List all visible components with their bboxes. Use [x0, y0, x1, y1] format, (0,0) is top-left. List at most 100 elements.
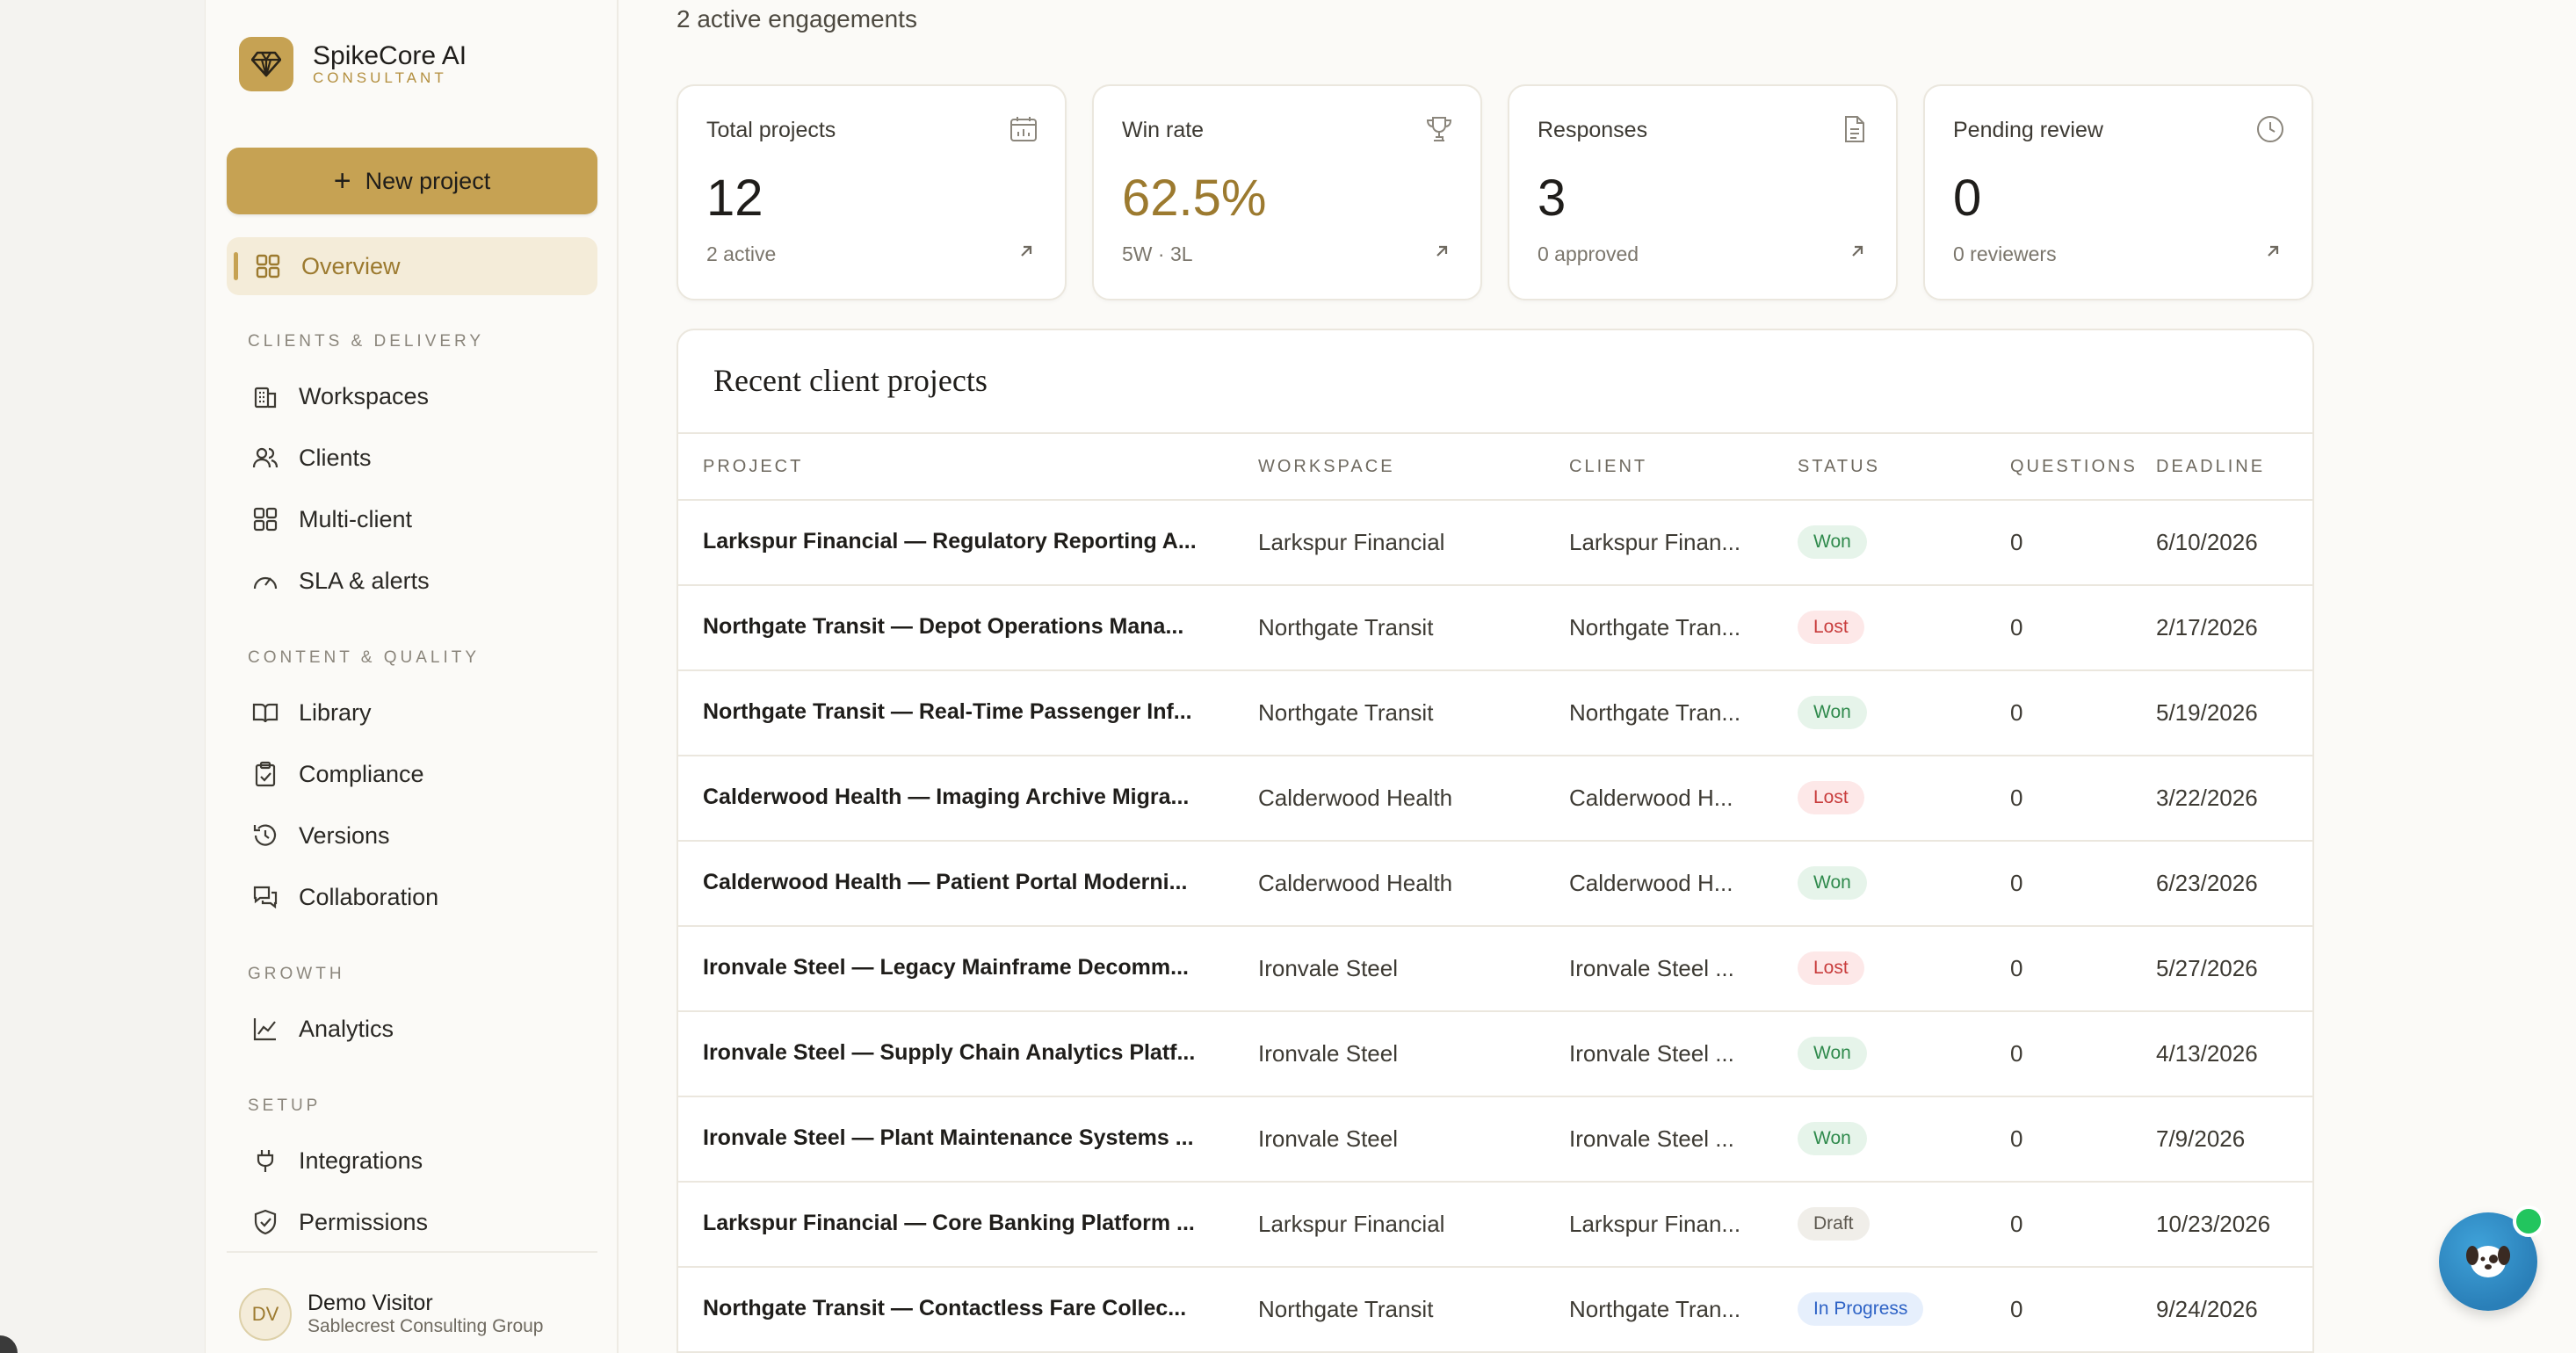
sidebar-item-label: Workspaces — [299, 382, 430, 409]
stat-label: Total projects — [706, 118, 836, 142]
table-row[interactable]: Larkspur Financial — Regulatory Reportin… — [678, 501, 2312, 586]
project-name[interactable]: Ironvale Steel — Plant Maintenance Syste… — [703, 1125, 1194, 1150]
diamond-logo-icon — [239, 37, 293, 91]
page-subtitle: 2 active engagements — [677, 5, 917, 33]
question-count: 0 — [2010, 699, 2023, 726]
table-row[interactable]: Ironvale Steel — Plant Maintenance Syste… — [678, 1097, 2312, 1183]
status-badge: Won — [1798, 525, 1867, 559]
deadline-date: 10/23/2026 — [2156, 1211, 2271, 1237]
project-name[interactable]: Calderwood Health — Patient Portal Moder… — [703, 870, 1188, 894]
sidebar-item-clients[interactable]: Clients — [227, 432, 597, 483]
section-title-setup: SETUP — [248, 1096, 322, 1115]
sidebar-item-overview[interactable]: Overview — [227, 237, 597, 295]
arrow-up-right-icon[interactable] — [1017, 242, 1035, 264]
column-header-questions[interactable]: QUESTIONS — [2010, 457, 2138, 476]
clock-icon — [2255, 114, 2285, 148]
question-count: 0 — [2010, 955, 2023, 981]
building-icon — [251, 382, 279, 410]
sidebar-item-workspaces[interactable]: Workspaces — [227, 371, 597, 422]
table-row[interactable]: Larkspur Financial — Core Banking Platfo… — [678, 1183, 2312, 1268]
online-status-dot — [2513, 1205, 2544, 1237]
table-row[interactable]: Calderwood Health — Patient Portal Moder… — [678, 842, 2312, 927]
sidebar-item-label: Multi-client — [299, 505, 413, 532]
table-row[interactable]: Northgate Transit — Contactless Fare Col… — [678, 1268, 2312, 1353]
project-name[interactable]: Larkspur Financial — Core Banking Platfo… — [703, 1211, 1195, 1235]
project-name[interactable]: Calderwood Health — Imaging Archive Migr… — [703, 785, 1190, 809]
stat-card-win-rate[interactable]: Win rate 62.5% 5W · 3L — [1092, 84, 1482, 300]
client-name: Larkspur Finan... — [1569, 1211, 1741, 1237]
stat-card-responses[interactable]: Responses 3 0 approved — [1508, 84, 1898, 300]
column-header-deadline[interactable]: DEADLINE — [2156, 457, 2266, 476]
table-row[interactable]: Ironvale Steel — Supply Chain Analytics … — [678, 1012, 2312, 1097]
sidebar-item-collaboration[interactable]: Collaboration — [227, 872, 597, 922]
sidebar-item-label: Permissions — [299, 1208, 429, 1235]
project-name[interactable]: Ironvale Steel — Supply Chain Analytics … — [703, 1040, 1196, 1065]
user-profile[interactable]: DV Demo Visitor Sablecrest Consulting Gr… — [239, 1288, 543, 1341]
workspace-name: Northgate Transit — [1258, 1296, 1434, 1322]
stat-foot: 2 active — [706, 242, 777, 265]
project-name[interactable]: Northgate Transit — Real-Time Passenger … — [703, 699, 1192, 724]
project-name[interactable]: Northgate Transit — Depot Operations Man… — [703, 614, 1184, 639]
sidebar-item-permissions[interactable]: Permissions — [227, 1197, 597, 1248]
sidebar-item-versions[interactable]: Versions — [227, 810, 597, 861]
arrow-up-right-icon[interactable] — [2264, 242, 2282, 264]
workspace-name: Larkspur Financial — [1258, 1211, 1445, 1237]
project-name[interactable]: Ironvale Steel — Legacy Mainframe Decomm… — [703, 955, 1189, 980]
left-gutter — [0, 0, 206, 1353]
sidebar-item-integrations[interactable]: Integrations — [227, 1135, 597, 1186]
arrow-up-right-icon[interactable] — [1849, 242, 1866, 264]
sidebar-item-multi-client[interactable]: Multi-client — [227, 494, 597, 545]
table-row[interactable]: Calderwood Health — Imaging Archive Migr… — [678, 756, 2312, 842]
deadline-date: 2/17/2026 — [2156, 614, 2258, 640]
stat-label: Pending review — [1953, 118, 2103, 142]
sidebar-item-library[interactable]: Library — [227, 687, 597, 738]
column-header-status[interactable]: STATUS — [1798, 457, 1880, 476]
new-project-button[interactable]: + New project — [227, 148, 597, 214]
deadline-date: 4/13/2026 — [2156, 1040, 2258, 1067]
sidebar: SpikeCore AI CONSULTANT + New project Ov… — [206, 0, 619, 1353]
book-open-icon — [251, 698, 279, 727]
calendar-chart-icon — [1009, 114, 1038, 148]
table-row[interactable]: Northgate Transit — Depot Operations Man… — [678, 586, 2312, 671]
workspace-name: Ironvale Steel — [1258, 955, 1398, 981]
stat-value: 0 — [1953, 170, 1982, 227]
plug-icon — [251, 1147, 279, 1175]
sidebar-item-sla-alerts[interactable]: SLA & alerts — [227, 555, 597, 606]
question-count: 0 — [2010, 1125, 2023, 1152]
project-name[interactable]: Northgate Transit — Contactless Fare Col… — [703, 1296, 1187, 1320]
client-name: Ironvale Steel ... — [1569, 1040, 1734, 1067]
project-name[interactable]: Larkspur Financial — Regulatory Reportin… — [703, 529, 1197, 554]
client-name: Northgate Tran... — [1569, 699, 1741, 726]
workspace-name: Northgate Transit — [1258, 614, 1434, 640]
table-row[interactable]: Ironvale Steel — Legacy Mainframe Decomm… — [678, 927, 2312, 1012]
sidebar-item-label: Versions — [299, 821, 390, 849]
workspace-name: Larkspur Financial — [1258, 529, 1445, 555]
sidebar-item-compliance[interactable]: Compliance — [227, 749, 597, 800]
table-row[interactable]: Northgate Transit — Real-Time Passenger … — [678, 671, 2312, 756]
status-badge: In Progress — [1798, 1292, 1924, 1326]
client-name: Larkspur Finan... — [1569, 529, 1741, 555]
avatar: DV — [239, 1288, 292, 1341]
arrow-up-right-icon[interactable] — [1433, 242, 1451, 264]
main-content: 2 active engagements Total projects 12 2… — [619, 0, 2576, 1353]
deadline-date: 6/10/2026 — [2156, 529, 2258, 555]
stat-label: Responses — [1538, 118, 1648, 142]
workspace-name: Calderwood Health — [1258, 785, 1453, 811]
column-header-project[interactable]: PROJECT — [703, 457, 804, 476]
deadline-date: 9/24/2026 — [2156, 1296, 2258, 1322]
sidebar-item-label: Overview — [301, 252, 401, 279]
deadline-date: 5/27/2026 — [2156, 955, 2258, 981]
gauge-icon — [251, 567, 279, 595]
column-header-client[interactable]: CLIENT — [1569, 457, 1648, 476]
stat-card-total-projects[interactable]: Total projects 12 2 active — [677, 84, 1067, 300]
stat-card-pending-review[interactable]: Pending review 0 0 reviewers — [1923, 84, 2313, 300]
stat-value: 3 — [1538, 170, 1567, 227]
column-header-workspace[interactable]: WORKSPACE — [1258, 457, 1395, 476]
stat-value: 62.5% — [1122, 170, 1267, 227]
brand[interactable]: SpikeCore AI CONSULTANT — [239, 37, 467, 91]
question-count: 0 — [2010, 614, 2023, 640]
stat-foot: 5W · 3L — [1122, 242, 1193, 265]
sidebar-item-analytics[interactable]: Analytics — [227, 1003, 597, 1054]
client-name: Calderwood H... — [1569, 785, 1733, 811]
